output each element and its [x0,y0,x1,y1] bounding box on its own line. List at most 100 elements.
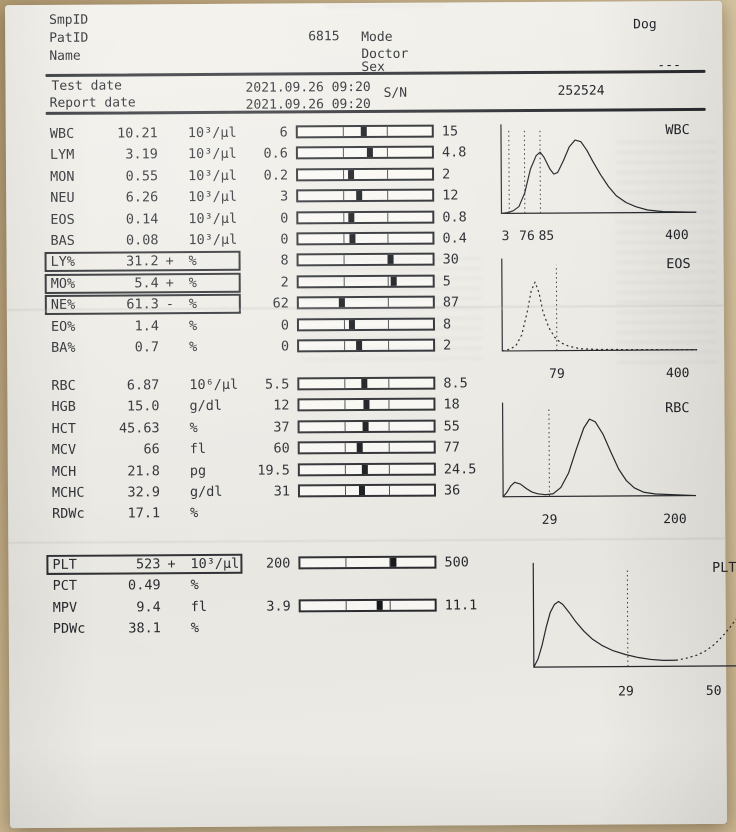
param-value: 0.49 [127,577,161,594]
range-limit-tick [344,464,346,474]
axis-tick-label: 79 [549,366,565,382]
value-marker [390,557,397,567]
value-marker [363,400,370,410]
range-low-label: 0 [280,316,290,334]
range-low-label: 6 [279,124,288,141]
param-value: 45.63 [118,420,160,437]
param-unit: % [189,419,198,436]
range-high-label: 11.1 [444,597,478,614]
range-low-label: 31 [273,483,291,500]
range-high-label: 18 [443,396,460,413]
range-limit-tick [386,126,389,136]
discriminator-line [627,570,628,667]
range-high-label: 4.8 [441,144,467,161]
param-value: 3.19 [125,146,158,163]
param-value: 32.9 [127,484,161,501]
range-limit-tick [388,400,390,410]
value-marker [362,464,369,474]
param-unit: g/dl [189,398,223,415]
value-marker [376,600,383,610]
divider-rule-top [45,69,706,77]
range-high-label: 12 [442,187,459,204]
range-limit-tick [389,485,391,495]
plt-histogram: PLT 29 50 [524,557,736,700]
range-limit-tick [387,191,389,201]
value-marker [349,234,356,244]
lab-report-paper: SmpID PatID Name 6815 Mode Doctor Sex Do… [5,0,736,829]
range-limit-tick [342,169,344,179]
range-bar [298,598,437,613]
axis-tick-label: 76 [519,228,535,245]
value-marker [358,485,365,495]
range-low-label: 5.5 [264,376,290,393]
param-flag: + [165,274,174,291]
test-date-label: Test date [51,78,123,94]
range-limit-tick [342,148,344,158]
param-value: 9.4 [136,599,161,616]
range-limit-tick [388,443,390,453]
axis [501,123,696,213]
range-high-label: 15 [441,123,459,140]
range-limit-tick [342,212,344,222]
rbc-histogram: RBC 29 200 [494,397,698,528]
range-low-label: 0 [280,338,290,355]
value-marker [347,212,354,222]
range-bar [297,397,436,412]
range-limit-tick [387,148,389,158]
range-limit-tick [345,600,347,610]
range-low-label: 0.2 [263,167,289,184]
plt-histogram-plot [524,557,736,682]
param-value: 15.0 [126,398,160,415]
axis-tick-label: 3 [501,229,510,245]
range-low-label: 0 [280,210,289,227]
range-limit-tick [344,400,346,410]
species-value: Dog [633,17,657,33]
param-value: 10.21 [117,125,158,142]
range-low-label: 8 [280,252,289,269]
param-value: 31.2 [126,253,159,270]
param-value: 523 [135,556,161,573]
range-high-label: 0.4 [442,230,467,247]
value-marker [348,169,355,179]
param-value: 5.4 [134,274,159,292]
range-low-label: 2 [280,274,289,291]
range-high-label: 77 [443,439,461,456]
paper-crease [8,537,726,546]
patid-value: 6815 [308,29,340,45]
distribution-curve [503,418,696,496]
param-value: 0.08 [125,232,159,249]
param-unit: fl [190,598,207,615]
range-low-label: 3.9 [266,598,291,615]
mode-label: Mode [361,29,393,46]
bleed-smudge [615,140,718,367]
range-low-label: 12 [273,397,290,414]
value-marker [361,378,368,389]
range-bar [296,167,435,182]
param-unit: % [188,253,197,270]
range-limit-tick [343,234,345,244]
param-value: 38.1 [128,620,161,637]
param-flag: + [165,253,174,270]
value-marker [362,421,369,431]
histogram-title: WBC [665,122,690,139]
range-limit-tick [388,421,390,431]
bleed-smudge [301,257,483,364]
range-bar [297,419,436,434]
distribution-curve [533,601,676,667]
value-marker [360,126,367,137]
axis-tick-label: 85 [538,228,555,244]
range-low-label: 0 [280,231,289,248]
param-unit: % [188,317,198,334]
axis-tick-label: 200 [663,512,687,528]
range-limit-tick [387,169,389,179]
param-value: 17.1 [127,505,161,522]
param-unit: % [190,620,200,637]
param-unit: fl [189,441,207,458]
param-unit: % [189,338,198,355]
range-high-label: 24.5 [443,460,477,478]
range-high-label: 500 [444,554,469,571]
range-low-label: 0.6 [263,145,288,163]
param-value: 0.7 [134,339,160,356]
param-unit: % [190,577,199,594]
